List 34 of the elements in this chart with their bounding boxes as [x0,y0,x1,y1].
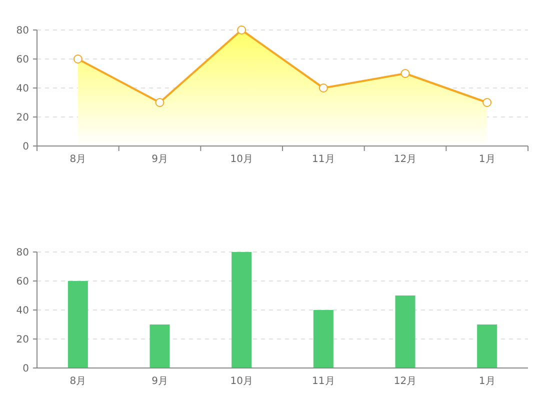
point [400,69,410,78]
y-tick-label: 80 [16,248,29,258]
y-tick-label: 40 [16,306,29,316]
y-tick-label: 40 [16,84,29,94]
bar [477,324,498,368]
point [73,54,82,64]
x-tick-label: 9月 [152,154,168,165]
bar [395,296,416,368]
y-tick-label: 60 [16,276,29,288]
bar [313,310,334,368]
point [482,98,492,107]
x-tick-label: 10月 [230,376,253,387]
y-tick-label: 0 [22,142,29,152]
point [318,84,328,92]
x-tick-label: 9月 [152,376,168,387]
y-tick-label: 60 [16,54,29,66]
x-tick-label: 12月 [394,376,417,387]
point [237,26,246,34]
x-tick-label: 11月 [312,376,335,387]
x-tick-label: 8月 [70,376,86,387]
bar [232,252,252,368]
x-tick-label: 1月 [478,376,496,387]
x-tick-label: 11月 [312,154,335,165]
y-tick-label: 80 [16,26,29,36]
y-tick-label: 20 [16,112,29,124]
y-tick-label: 20 [16,334,29,346]
point [155,98,164,107]
x-tick-label: 10月 [230,154,253,165]
bar [68,281,88,368]
x-tick-label: 12月 [394,154,417,165]
x-tick-label: 1月 [478,154,496,165]
x-tick-label: 8月 [70,154,86,165]
bar [150,324,170,368]
y-tick-label: 0 [22,364,29,374]
